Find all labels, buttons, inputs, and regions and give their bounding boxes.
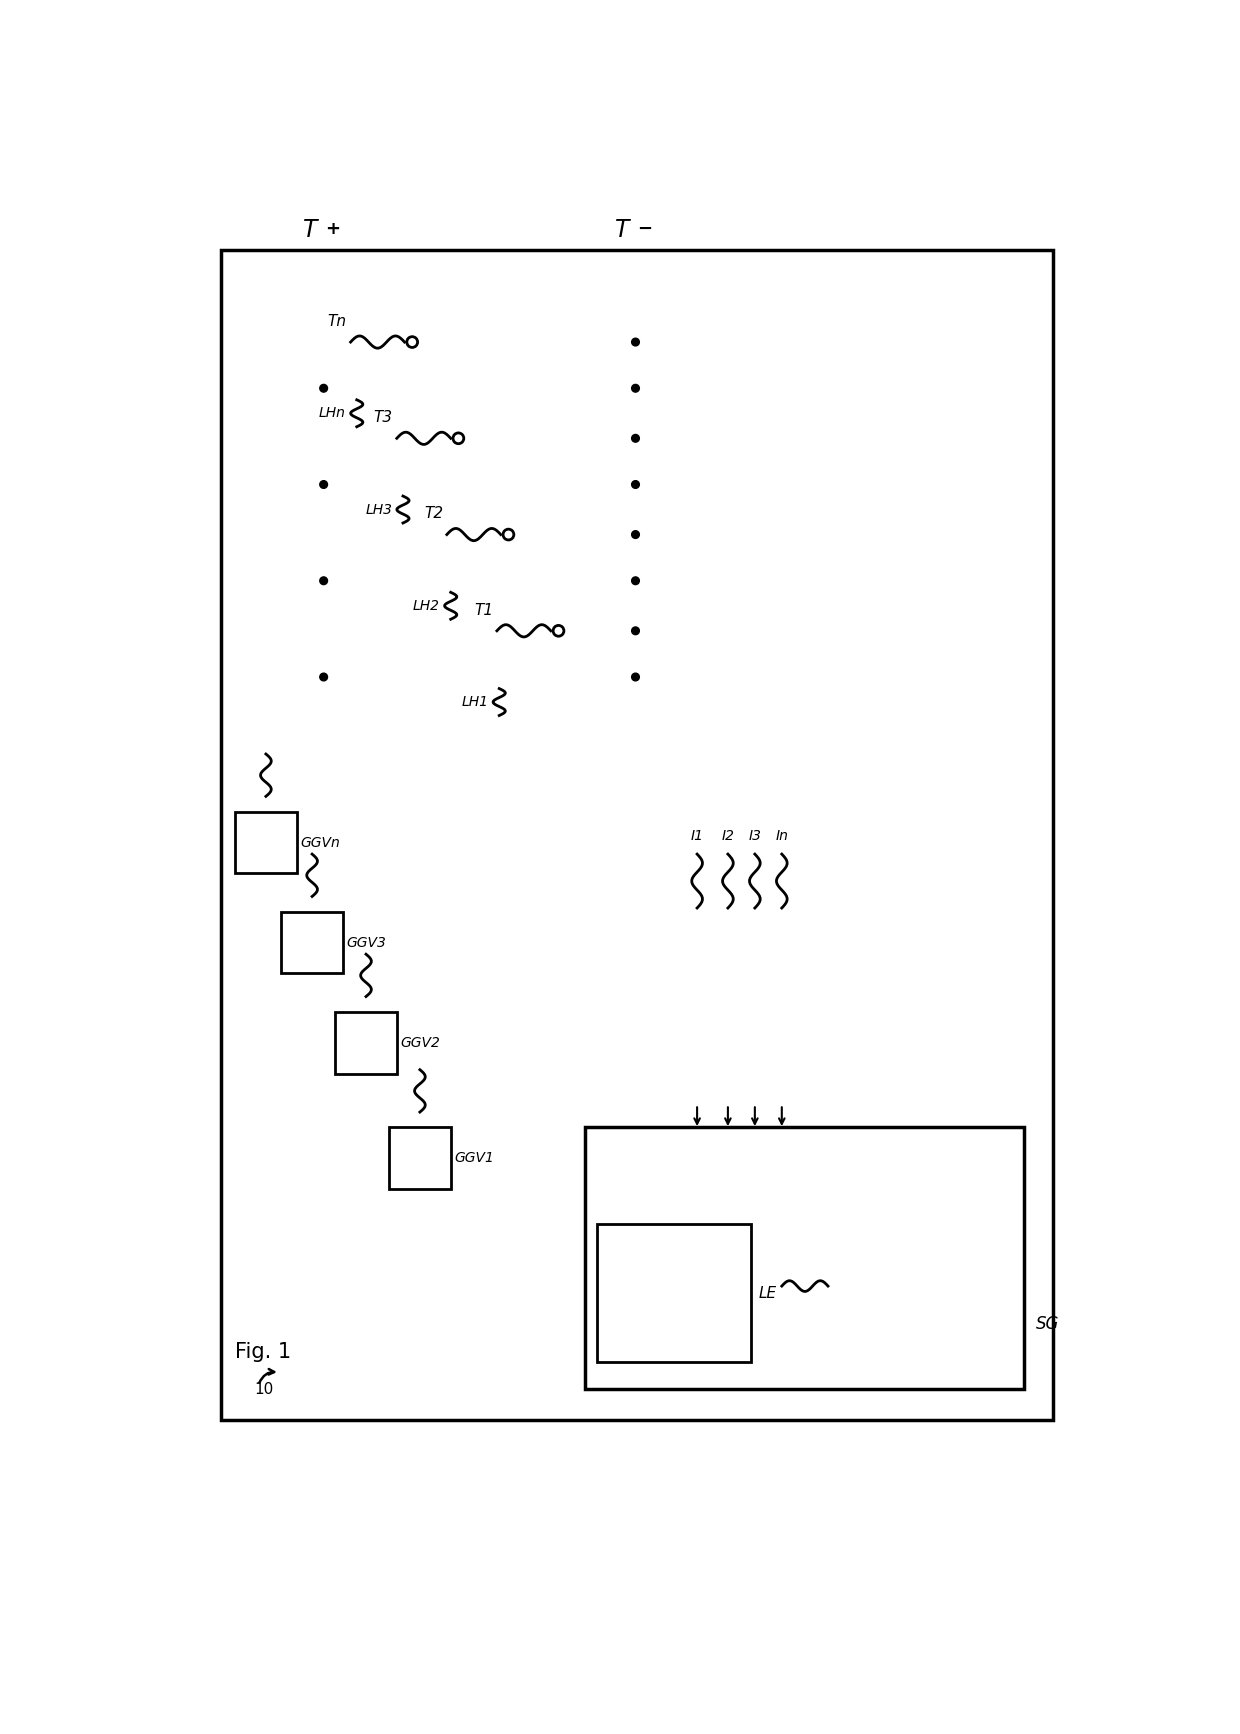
Bar [596, 1224, 751, 1363]
Text: Fig. 1: Fig. 1 [236, 1342, 291, 1363]
Text: GGVn: GGVn [300, 836, 340, 850]
Text: I1: I1 [691, 829, 703, 843]
Text: LH2: LH2 [413, 598, 440, 612]
Circle shape [631, 577, 640, 584]
Text: LH1: LH1 [461, 695, 489, 709]
Text: In: In [775, 829, 789, 843]
Text: GGV1: GGV1 [455, 1151, 495, 1165]
Text: GGV3: GGV3 [347, 936, 387, 950]
Text: LE: LE [759, 1285, 776, 1300]
Circle shape [631, 338, 640, 345]
Text: 10: 10 [254, 1382, 274, 1398]
Circle shape [320, 480, 327, 489]
Text: LH3: LH3 [365, 503, 392, 517]
Bar [281, 912, 343, 973]
Text: T: T [303, 218, 317, 243]
Bar [335, 1013, 397, 1073]
Text: LHn: LHn [319, 406, 346, 420]
Circle shape [631, 435, 640, 442]
Circle shape [631, 673, 640, 681]
Bar [389, 1127, 450, 1190]
Circle shape [631, 628, 640, 635]
Text: GGV2: GGV2 [401, 1035, 440, 1049]
Bar [236, 812, 296, 874]
Circle shape [631, 480, 640, 489]
Circle shape [631, 531, 640, 539]
Text: Tn: Tn [327, 314, 347, 329]
Text: I2: I2 [722, 829, 734, 843]
Text: −: − [637, 220, 652, 238]
Text: +: + [325, 220, 340, 238]
Bar [585, 1127, 1024, 1389]
Text: I3: I3 [749, 829, 761, 843]
Circle shape [320, 673, 327, 681]
Text: T2: T2 [424, 506, 443, 522]
Text: SG: SG [1035, 1314, 1059, 1333]
Circle shape [320, 385, 327, 392]
Bar [221, 250, 1053, 1420]
Text: T: T [615, 218, 630, 243]
Circle shape [631, 385, 640, 392]
Text: T3: T3 [373, 411, 393, 425]
Text: T1: T1 [474, 603, 494, 617]
Circle shape [320, 577, 327, 584]
